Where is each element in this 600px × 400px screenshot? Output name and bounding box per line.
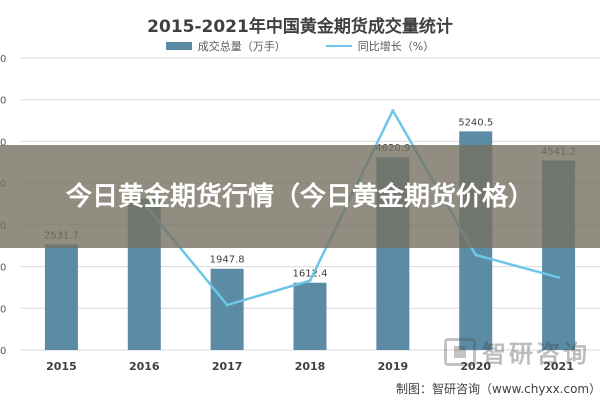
y-tick-label: 0 xyxy=(0,263,6,274)
data-label-2018: 1612.4 xyxy=(293,269,328,280)
bar-2017 xyxy=(210,268,244,350)
watermark-text: 智研咨询 xyxy=(482,340,590,368)
watermark: 智研咨询 xyxy=(444,334,590,369)
y-tick-label: 0 xyxy=(0,346,6,357)
growth-point-2020 xyxy=(474,253,478,257)
y-tick-label: 0 xyxy=(0,96,6,107)
growth-point-2018 xyxy=(308,279,312,283)
x-tick-2018: 2018 xyxy=(295,360,326,373)
x-tick-2017: 2017 xyxy=(212,360,243,373)
y-tick-label: 0 xyxy=(0,304,6,315)
x-tick-2021: 2021 xyxy=(543,360,574,373)
source-note: 制图：智研咨询（www.chyxx.com） xyxy=(396,382,600,396)
growth-point-2017 xyxy=(225,303,229,307)
x-tick-2015: 2015 xyxy=(46,360,77,373)
data-label-2017: 1947.8 xyxy=(210,255,245,266)
growth-point-2021 xyxy=(557,275,561,279)
legend: 成交总量（万手） 同比增长（%） xyxy=(0,38,600,54)
legend-label-volume: 成交总量（万手） xyxy=(197,40,286,53)
legend-swatch-volume xyxy=(165,42,192,50)
headline-banner: 今日黄金期货行情（今日黄金期货价格） xyxy=(0,145,600,248)
watermark-logo-icon xyxy=(444,337,476,366)
x-tick-2016: 2016 xyxy=(129,360,160,373)
legend-item-volume: 成交总量（万手） xyxy=(165,38,286,54)
growth-point-2019 xyxy=(391,109,395,113)
legend-item-growth: 同比增长（%） xyxy=(325,38,435,54)
y-tick-label: 0 xyxy=(0,54,6,65)
x-tick-2020: 2020 xyxy=(460,360,491,373)
bar-2015 xyxy=(44,244,78,350)
data-label-2020: 5240.5 xyxy=(458,117,493,128)
x-tick-2019: 2019 xyxy=(378,360,409,373)
bar-2018 xyxy=(293,282,327,350)
legend-label-growth: 同比增长（%） xyxy=(357,40,435,53)
headline-text: 今日黄金期货行情（今日黄金期货价格） xyxy=(65,181,534,212)
legend-swatch-growth xyxy=(325,45,352,47)
y-tick-label: 0 xyxy=(0,137,6,148)
chart-title: 2015-2021年中国黄金期货成交量统计 xyxy=(147,17,453,37)
